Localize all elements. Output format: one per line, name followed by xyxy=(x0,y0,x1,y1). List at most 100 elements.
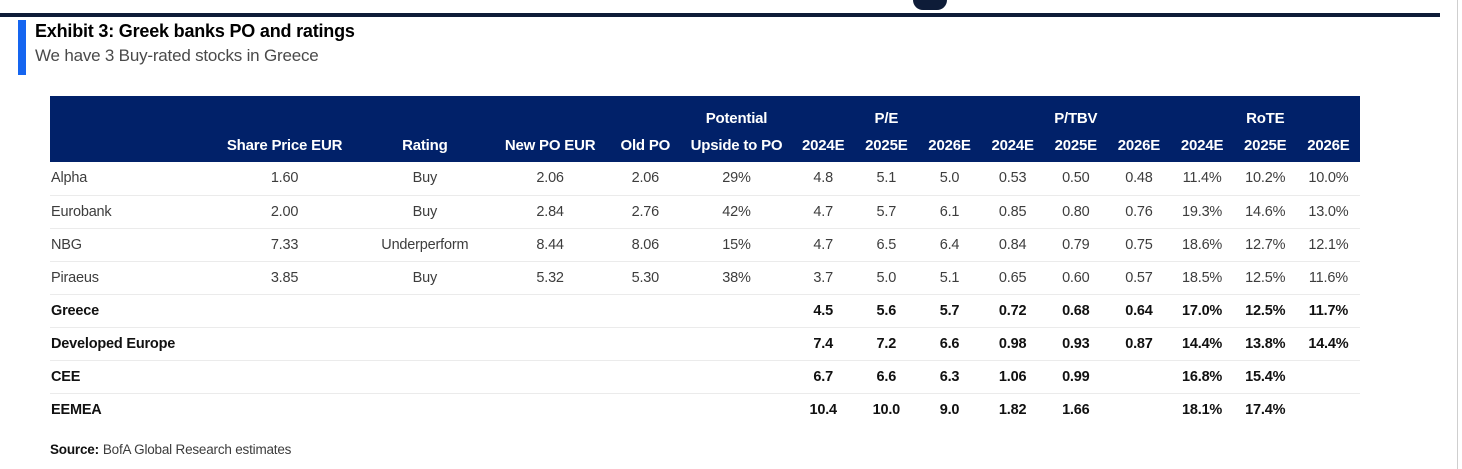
logo-arc xyxy=(913,0,947,10)
data-cell xyxy=(490,294,610,328)
data-cell: 6.6 xyxy=(917,327,982,361)
row-label: EEMEA xyxy=(51,401,102,418)
data-cell: 12.5% xyxy=(1233,261,1297,295)
data-cell: Buy xyxy=(358,261,491,295)
ratings-table: Potential P/E P/TBV RoTE Share Price EUR Rat… xyxy=(50,96,1360,426)
data-cell xyxy=(490,360,610,394)
data-cell: 0.72 xyxy=(981,294,1045,328)
data-cell: 17.4% xyxy=(1245,401,1286,418)
data-cell: 0.76 xyxy=(1107,195,1171,229)
data-cell: 1.60 xyxy=(210,162,359,196)
data-cell: 14.6% xyxy=(1233,195,1297,229)
data-cell: 2.06 xyxy=(490,162,610,196)
row-label: Developed Europe xyxy=(50,327,211,361)
data-cell xyxy=(681,327,792,361)
data-cell: 8.44 xyxy=(490,228,610,262)
column-header-cell: 2025E xyxy=(854,129,918,162)
data-cell: 6.5 xyxy=(854,228,918,262)
data-cell: 0.98 xyxy=(981,327,1045,361)
source-text: BofA Global Research estimates xyxy=(102,442,292,457)
data-cell: 7.4 xyxy=(791,327,855,361)
data-cell: 6.7 xyxy=(791,360,855,394)
data-cell xyxy=(359,393,491,426)
data-cell: 5.0 xyxy=(917,162,982,196)
data-cell: 0.85 xyxy=(981,195,1045,229)
data-cell: 0.65 xyxy=(981,261,1045,295)
data-cell: 11.7% xyxy=(1296,294,1360,328)
column-header-cell: 2024E xyxy=(981,129,1045,162)
data-cell: Buy xyxy=(358,195,491,229)
data-cell xyxy=(358,360,491,394)
data-cell: 2.06 xyxy=(609,162,682,196)
table-row: NBG 7.33 Underperform 8.44 8.06 15% 4.7 6.5 6.4 0… xyxy=(50,228,1360,262)
source-note: Source: BofA Global Research estimates xyxy=(50,442,291,457)
table-header: Potential P/E P/TBV RoTE Share Price EUR Rat… xyxy=(50,96,1360,162)
data-cell xyxy=(358,327,491,361)
data-cell: 5.0 xyxy=(854,261,918,295)
data-cell xyxy=(681,360,792,394)
data-cell: Underperform xyxy=(358,228,491,262)
group-header-cell: RoTE xyxy=(1170,96,1360,129)
data-cell: 5.6 xyxy=(854,294,918,328)
row-label: Piraeus xyxy=(50,261,211,295)
data-cell xyxy=(1296,360,1360,394)
data-cell: 5.32 xyxy=(490,261,610,295)
data-cell: 6.1 xyxy=(917,195,982,229)
data-cell: 18.1% xyxy=(1182,401,1223,418)
data-cell: 9.0 xyxy=(939,401,960,418)
data-cell: 0.84 xyxy=(981,228,1045,262)
data-cell: 0.80 xyxy=(1044,195,1108,229)
data-cell: 4.8 xyxy=(791,162,855,196)
data-cell: 1.82 xyxy=(998,401,1027,418)
data-cell: 0.48 xyxy=(1107,162,1171,196)
group-header-cell: P/E xyxy=(791,96,982,129)
page-right-border xyxy=(1457,0,1458,469)
column-header-spacer xyxy=(50,129,211,162)
data-cell: 5.1 xyxy=(917,261,982,295)
data-cell xyxy=(490,327,610,361)
data-cell: 0.99 xyxy=(1044,360,1108,394)
data-cell: 0.79 xyxy=(1044,228,1108,262)
column-header-cell: Old PO xyxy=(609,129,682,162)
table-row: Developed Europe 7.4 7.2 6.6 0.98 0.93 0.87 14.… xyxy=(50,327,1360,361)
data-cell: Buy xyxy=(358,162,491,196)
data-cell: 10.0 xyxy=(872,401,901,418)
data-cell xyxy=(491,393,609,426)
data-cell: 13.8% xyxy=(1233,327,1297,361)
data-cell: 6.4 xyxy=(917,228,982,262)
group-header-spacer xyxy=(50,96,682,129)
data-cell: 2.84 xyxy=(490,195,610,229)
group-header-row: Potential P/E P/TBV RoTE xyxy=(50,96,1360,129)
data-cell: 19.3% xyxy=(1170,195,1234,229)
data-cell xyxy=(681,294,792,328)
data-cell: 0.50 xyxy=(1044,162,1108,196)
data-cell: 12.1% xyxy=(1296,228,1360,262)
data-cell xyxy=(210,327,359,361)
table-row: CEE 6.7 6.6 6.3 1.06 0.99 16.8% 15.4% xyxy=(50,360,1360,394)
table-row: Alpha 1.60 Buy 2.06 2.06 29% 4.8 5.1 5.0 0.53 0.50… xyxy=(50,162,1360,196)
data-cell: 42% xyxy=(681,195,792,229)
data-cell: 4.7 xyxy=(791,195,855,229)
data-cell: 3.85 xyxy=(210,261,359,295)
column-header-cell: Share Price EUR xyxy=(210,129,359,162)
data-cell: 14.4% xyxy=(1170,327,1234,361)
column-header-row: Share Price EUR Rating New PO EUR Old PO Ups… xyxy=(50,129,1360,162)
data-cell: 4.5 xyxy=(791,294,855,328)
data-cell: 7.33 xyxy=(210,228,359,262)
table-row: Piraeus 3.85 Buy 5.32 5.30 38% 3.7 5.0 5.1 0.65 0.… xyxy=(50,261,1360,295)
data-cell: 16.8% xyxy=(1170,360,1234,394)
data-cell: 6.6 xyxy=(854,360,918,394)
data-cell: 5.7 xyxy=(917,294,982,328)
table-row: Greece 4.5 5.6 5.7 0.72 0.68 0.64 17.0% 12.5% 11.… xyxy=(50,294,1360,328)
column-header-cell: 2026E xyxy=(1296,129,1360,162)
data-cell xyxy=(1107,360,1171,394)
data-cell: 29% xyxy=(681,162,792,196)
data-cell: 2.00 xyxy=(210,195,359,229)
column-header-cell: New PO EUR xyxy=(490,129,610,162)
row-label: CEE xyxy=(50,360,211,394)
data-cell: 15% xyxy=(681,228,792,262)
data-cell: 0.75 xyxy=(1107,228,1171,262)
row-label: Eurobank xyxy=(50,195,211,229)
data-cell: 6.3 xyxy=(917,360,982,394)
